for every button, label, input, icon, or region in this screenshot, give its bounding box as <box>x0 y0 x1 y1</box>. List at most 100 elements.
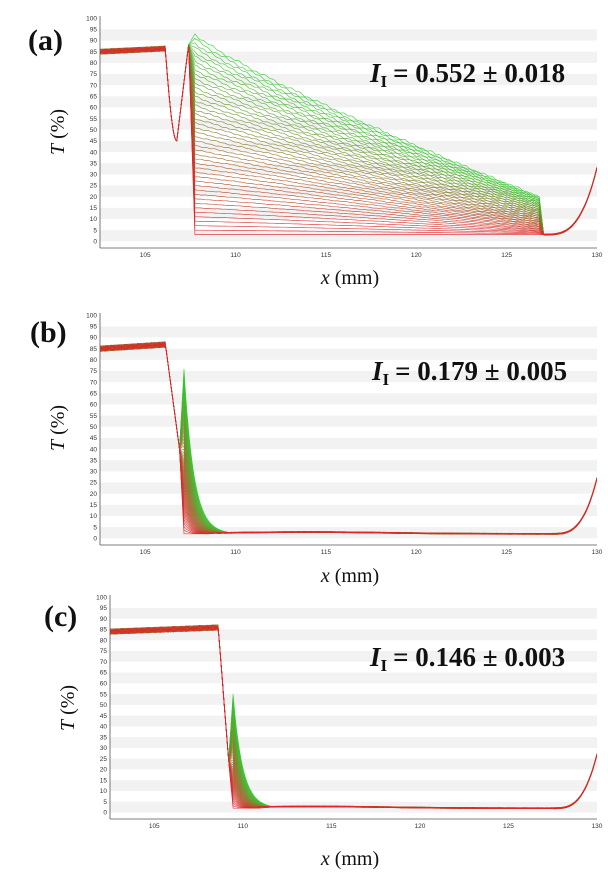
y-tick-label: 100 <box>86 312 97 319</box>
series-curves <box>110 624 597 810</box>
y-tick-label: 45 <box>90 138 98 145</box>
y-tick-label: 30 <box>90 172 98 179</box>
y-axis-label: T (%) <box>47 109 69 155</box>
grid-band <box>100 371 597 383</box>
y-tick-label: 15 <box>100 777 108 784</box>
y-tick-label: 35 <box>90 160 98 167</box>
y-tick-label: 85 <box>100 627 108 634</box>
chart-panel-c: 0 5 10 15 20 25 30 35 40 45 50 55 60 65 70 75 80 85 90 95 10… <box>44 594 603 870</box>
grid-band <box>100 29 597 41</box>
grid-band <box>100 437 597 450</box>
y-tick-label: 45 <box>100 713 108 720</box>
y-tick-label: 55 <box>90 116 98 123</box>
y-tick-label: 5 <box>93 524 97 531</box>
y-tick-label: 90 <box>90 38 98 45</box>
y-tick-label: 90 <box>100 616 108 623</box>
grid-bands <box>100 16 597 248</box>
y-tick-label: 80 <box>90 60 98 67</box>
grid-band <box>110 715 597 727</box>
y-tick-label: 30 <box>90 469 98 476</box>
x-tick-label: 125 <box>501 549 512 556</box>
y-tick-label: 10 <box>90 216 98 223</box>
x-tick-label: 115 <box>326 823 337 830</box>
y-tick-label: 15 <box>90 502 98 509</box>
grid-band <box>100 51 597 63</box>
series-curves <box>100 33 597 236</box>
grid-band <box>100 163 597 175</box>
y-tick-label: 10 <box>100 788 108 795</box>
x-axis-label: x (mm) <box>320 565 379 587</box>
y-axis-label: T (%) <box>47 405 69 451</box>
x-tick-label: 115 <box>321 549 332 556</box>
grid-bands <box>100 313 597 545</box>
chart-panel-a: 0 5 10 15 20 25 30 35 40 45 50 55 60 65 70 75 80 85 90 95 10… <box>28 15 603 289</box>
y-tick-label: 20 <box>90 194 98 201</box>
grid-band <box>110 651 597 662</box>
y-tick-label: 50 <box>90 424 98 431</box>
y-tick-label: 50 <box>100 702 108 709</box>
y-tick-label: 10 <box>90 513 98 520</box>
y-tick-label: 50 <box>90 127 98 134</box>
grid-band <box>100 415 597 427</box>
grid-band <box>100 393 597 405</box>
annotation-index: II = 0.146 ± 0.003 <box>369 642 565 675</box>
chart-panel-b: 0 5 10 15 20 25 30 35 40 45 50 55 60 65 70 75 80 85 90 95 10… <box>30 312 603 587</box>
panel-label: (a) <box>28 24 63 57</box>
y-tick-label: 65 <box>100 670 108 677</box>
grid-band <box>100 207 597 219</box>
x-tick-label: 110 <box>238 823 249 830</box>
y-tick-label: 70 <box>90 379 98 386</box>
y-tick-label: 5 <box>103 799 107 806</box>
grid-band <box>110 672 597 684</box>
grid-band <box>100 185 597 197</box>
y-tick-label: 95 <box>100 605 108 612</box>
y-tick-label: 40 <box>90 446 98 453</box>
y-tick-label: 85 <box>90 49 98 56</box>
y-tick-label: 30 <box>100 745 108 752</box>
x-tick-label: 130 <box>592 252 603 259</box>
grid-band <box>110 737 597 748</box>
series-curves <box>100 341 597 535</box>
grid-band <box>100 230 597 242</box>
series-line <box>100 44 597 236</box>
y-tick-label: 0 <box>103 810 107 817</box>
y-tick-label: 0 <box>93 239 97 246</box>
grid-band <box>100 348 597 360</box>
x-tick-label: 110 <box>230 549 241 556</box>
y-tick-label: 65 <box>90 94 98 101</box>
x-tick-label: 105 <box>140 252 151 259</box>
y-tick-label: 60 <box>100 681 108 688</box>
y-tick-label: 100 <box>86 15 97 22</box>
y-tick-label: 90 <box>90 335 98 342</box>
x-tick-label: 105 <box>149 823 160 830</box>
grid-band <box>110 694 597 705</box>
y-tick-label: 65 <box>90 391 98 398</box>
y-tick-label: 85 <box>90 346 98 353</box>
y-tick-label: 40 <box>90 149 98 156</box>
y-tick-label: 55 <box>100 691 108 698</box>
y-tick-label: 35 <box>100 734 108 741</box>
x-tick-label: 120 <box>414 823 425 830</box>
grid-band <box>100 96 597 108</box>
grid-band <box>100 482 597 494</box>
y-tick-label: 20 <box>90 491 98 498</box>
y-axis-label: T (%) <box>57 685 79 731</box>
x-tick-label: 130 <box>592 823 603 830</box>
grid-band <box>100 460 597 472</box>
y-tick-label: 15 <box>90 205 98 212</box>
x-tick-label: 130 <box>592 549 603 556</box>
y-tick-label: 60 <box>90 402 98 409</box>
grid-band <box>110 780 597 791</box>
y-tick-label: 95 <box>90 324 98 331</box>
y-tick-label: 95 <box>90 27 98 34</box>
y-tick-label: 40 <box>100 724 108 731</box>
y-tick-label: 25 <box>100 756 108 763</box>
grid-band <box>100 326 597 338</box>
grid-band <box>110 607 597 619</box>
y-tick-label: 55 <box>90 413 98 420</box>
annotation-index: II = 0.552 ± 0.018 <box>369 58 565 91</box>
y-tick-label: 20 <box>100 767 108 774</box>
grid-band <box>110 758 597 770</box>
x-tick-label: 125 <box>501 252 512 259</box>
